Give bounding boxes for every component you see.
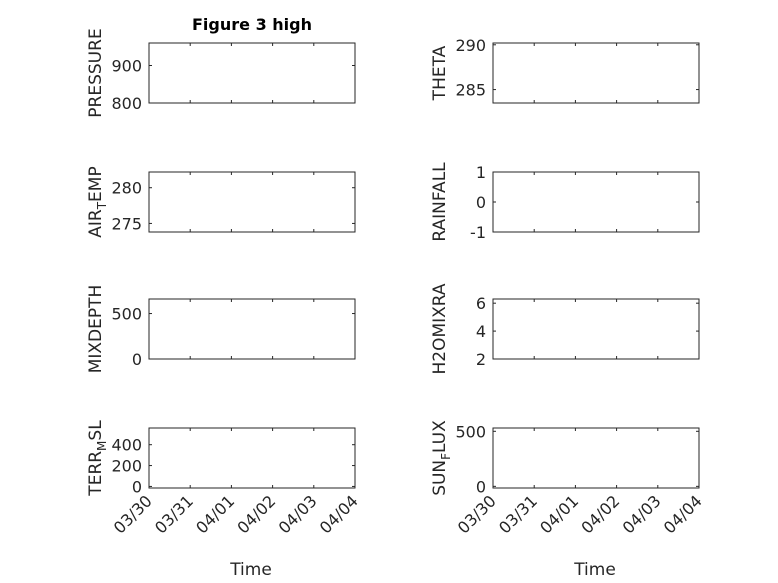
- axes-box: [492, 42, 700, 104]
- subplot-mixdepth: 0 500 MIXDEPTH: [86, 285, 356, 374]
- y-axis-label: SUNFLUX: [430, 420, 453, 496]
- tick-marks: [148, 299, 356, 360]
- y-tick-label: 0: [476, 193, 486, 212]
- axes-box: [148, 298, 356, 360]
- y-tick-label: 6: [476, 294, 486, 313]
- y-tick-label: 4: [476, 322, 486, 341]
- y-tick-label: 200: [111, 457, 142, 476]
- tick-marks: [492, 171, 700, 233]
- y-tick-label: -1: [470, 223, 486, 242]
- x-axis-label-right: Time: [573, 560, 616, 580]
- subplot-rainfall: -1 0 1 RAINFALL: [430, 162, 700, 242]
- tick-marks: [492, 428, 700, 488]
- tick-marks: [148, 43, 356, 104]
- y-tick-label: 0: [132, 477, 142, 496]
- y-tick-label: 0: [132, 350, 142, 369]
- axes-box: [492, 298, 700, 360]
- axes-box: [492, 171, 700, 233]
- y-tick-label: 500: [455, 422, 486, 441]
- y-tick-label: 285: [455, 81, 486, 100]
- y-axis-label: PRESSURE: [86, 28, 106, 117]
- axes-box: [148, 42, 356, 104]
- tick-marks: [492, 43, 700, 103]
- y-axis-label: AIRTEMP: [86, 166, 109, 237]
- tick-marks: [492, 299, 700, 360]
- axes-box: [148, 171, 356, 233]
- subplot-pressure: 800 900 PRESSURE: [86, 28, 356, 118]
- y-tick-label: 0: [476, 477, 486, 496]
- tick-marks: [148, 428, 356, 488]
- y-tick-label: 290: [455, 36, 486, 55]
- y-axis-label: THETA: [430, 45, 450, 101]
- y-tick-label: 275: [111, 214, 142, 233]
- figure-title: Figure 3 high: [192, 15, 312, 34]
- y-tick-label: 1: [476, 163, 486, 182]
- y-tick-label: 400: [111, 436, 142, 455]
- y-tick-label: 500: [111, 305, 142, 324]
- y-axis-label: TERRMSL: [86, 420, 109, 497]
- y-tick-label: 900: [111, 57, 142, 76]
- subplot-theta: 285 290 THETA: [430, 36, 700, 104]
- y-tick-label: 2: [476, 350, 486, 369]
- x-axis-label-left: Time: [229, 560, 272, 580]
- tick-marks: [148, 172, 356, 232]
- subplot-h2omixra: 2 4 6 H2OMIXRA: [430, 283, 700, 375]
- y-tick-label: 280: [111, 179, 142, 198]
- y-axis-label: MIXDEPTH: [86, 285, 106, 374]
- y-tick-label: 800: [111, 94, 142, 113]
- axes-box: [148, 427, 356, 489]
- y-axis-label: RAINFALL: [430, 162, 450, 242]
- y-axis-label: H2OMIXRA: [430, 283, 450, 374]
- axes-box: [492, 427, 700, 489]
